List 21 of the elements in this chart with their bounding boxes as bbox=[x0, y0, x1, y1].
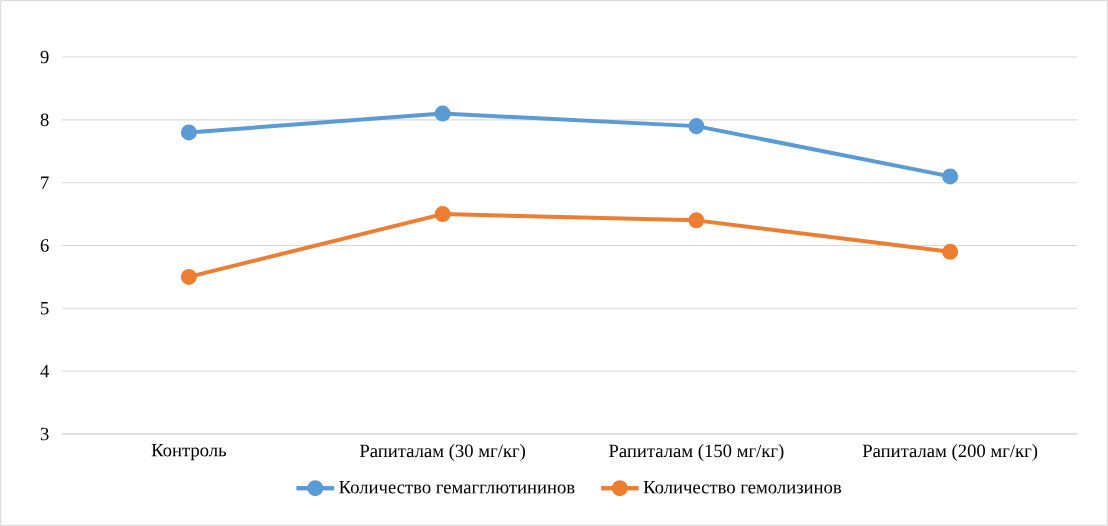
legend-label: Количество гемолизинов bbox=[643, 481, 842, 494]
point bbox=[688, 118, 705, 135]
point bbox=[688, 212, 705, 229]
x-tick-label: Рапиталам (30 мг/кг) bbox=[359, 444, 526, 461]
point bbox=[434, 105, 451, 122]
point bbox=[180, 124, 197, 141]
y-tick-label: 5 bbox=[41, 302, 49, 315]
legend-label: Количество гемагглютининов bbox=[339, 481, 575, 494]
point bbox=[942, 168, 959, 185]
y-tick-label: 9 bbox=[40, 50, 49, 64]
x-tick-label: Рапиталам (200 мг/кг) bbox=[862, 444, 1038, 461]
y-tick-label: 3 bbox=[40, 427, 49, 441]
x-tick-label: Контроль bbox=[151, 444, 227, 461]
y-tick-label: 6 bbox=[40, 239, 49, 252]
y-tick-label: 7 bbox=[41, 176, 49, 189]
point bbox=[180, 268, 197, 285]
point bbox=[942, 243, 959, 260]
x-tick-label: Рапиталам (150 мг/кг) bbox=[609, 444, 784, 461]
y-tick-label: 4 bbox=[40, 365, 50, 378]
y-tick-label: 8 bbox=[40, 113, 49, 127]
point bbox=[434, 206, 451, 223]
